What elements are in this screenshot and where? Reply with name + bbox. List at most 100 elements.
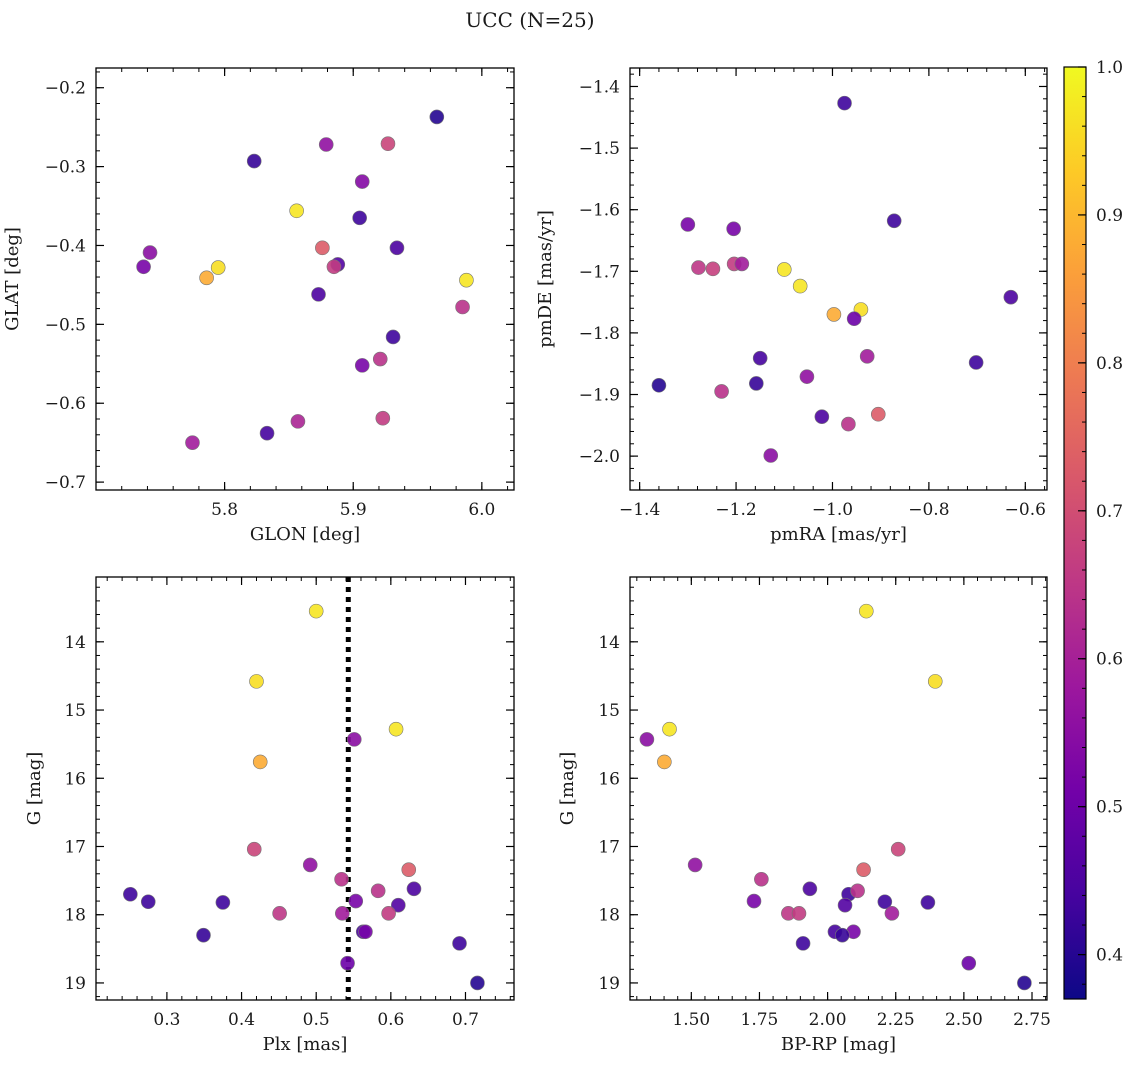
x-tick-label: 0.4: [228, 1010, 255, 1030]
data-point: [651, 377, 667, 393]
data-point: [391, 897, 406, 913]
data-points: [651, 95, 1019, 463]
data-point: [375, 410, 391, 426]
data-point: [961, 955, 977, 971]
x-tick-label: 0.3: [153, 1010, 180, 1030]
data-point: [140, 894, 156, 910]
data-point: [123, 886, 138, 902]
major-ticks: [630, 68, 1047, 490]
data-point: [249, 674, 264, 689]
data-point: [680, 217, 696, 232]
colorbar: 0.4 0.5 0.6 0.7 0.8 0.9 1.0: [1063, 58, 1123, 1000]
data-point: [691, 260, 706, 275]
data-point: [791, 906, 807, 921]
data-point: [246, 153, 262, 169]
minor-ticks: [95, 68, 514, 490]
scatter-panel-4: 1.50 1.75 2.00 2.25 2.50 2.75 14 15 16 17 18 19 BP-R…: [557, 576, 1051, 1055]
colorbar-tick-label: 0.9: [1096, 206, 1123, 226]
data-point: [259, 425, 275, 441]
data-point: [841, 416, 856, 432]
data-point: [639, 732, 655, 747]
data-point: [401, 862, 417, 877]
data-point: [726, 221, 741, 237]
x-tick-label: 2.00: [809, 1010, 847, 1030]
y-tick-label: −1.6: [579, 201, 620, 221]
data-point: [372, 351, 388, 367]
data-point: [776, 262, 792, 277]
y-tick-label: −0.5: [45, 315, 86, 335]
data-point: [752, 350, 768, 366]
data-point: [246, 841, 262, 857]
data-point: [799, 369, 815, 384]
data-point: [714, 384, 729, 399]
data-point: [340, 955, 355, 971]
data-point: [802, 881, 818, 897]
x-tick-label: 0.6: [377, 1010, 404, 1030]
data-point: [215, 895, 231, 910]
data-point: [795, 936, 811, 951]
x-axis-label: pmRA [mas/yr]: [770, 524, 907, 545]
y-tick-label: 14: [64, 633, 86, 653]
data-point: [846, 311, 862, 327]
x-tick-label: −1.4: [619, 500, 660, 520]
data-points: [123, 603, 485, 991]
minor-ticks: [630, 68, 1047, 490]
data-point: [835, 927, 850, 943]
data-point: [385, 329, 401, 345]
y-tick-label: −1.8: [579, 324, 620, 344]
x-tick-label: 5.8: [211, 500, 238, 520]
data-point: [884, 906, 900, 921]
plot-frame: [95, 67, 515, 491]
colorbar-tick-label: 1.0: [1096, 58, 1123, 78]
data-point: [455, 299, 470, 315]
colorbar-tick-label: 0.6: [1096, 650, 1123, 670]
colorbar-tick-label: 0.8: [1096, 354, 1123, 374]
y-tick-label: 19: [64, 974, 86, 994]
y-tick-label: 17: [64, 837, 86, 857]
data-point: [837, 95, 852, 111]
data-point: [370, 883, 386, 899]
data-point: [272, 906, 287, 921]
y-tick-label: −0.2: [45, 79, 86, 99]
data-point: [754, 871, 769, 887]
data-point: [315, 240, 330, 256]
data-point: [388, 721, 404, 737]
x-tick-label: 6.0: [468, 500, 495, 520]
y-tick-label: −1.5: [579, 139, 620, 159]
x-tick-label: 0.7: [452, 1010, 479, 1030]
data-point: [199, 270, 214, 286]
data-point: [348, 893, 364, 909]
data-point: [185, 435, 200, 450]
data-point: [459, 272, 474, 288]
data-point: [886, 213, 902, 229]
data-point: [814, 409, 830, 424]
y-axis-label: GLAT [deg]: [2, 227, 23, 331]
x-tick-label: 2.75: [1013, 1010, 1051, 1030]
y-tick-label: −2.0: [579, 447, 620, 467]
data-point: [326, 259, 342, 275]
data-point: [452, 936, 467, 951]
data-point: [334, 871, 349, 887]
data-point: [406, 881, 422, 897]
data-point: [136, 259, 151, 275]
data-points: [639, 603, 1032, 991]
data-point: [850, 883, 865, 899]
y-tick-label: 18: [64, 906, 86, 926]
y-tick-label: −0.3: [45, 158, 86, 178]
data-point: [311, 287, 326, 302]
data-point: [763, 448, 779, 463]
y-tick-label: 16: [64, 769, 86, 789]
x-tick-label: 2.50: [945, 1010, 983, 1030]
data-point: [858, 603, 874, 619]
x-axis-label: BP-RP [mag]: [781, 1034, 896, 1055]
data-point: [687, 857, 703, 873]
data-point: [210, 260, 226, 275]
data-point: [837, 897, 853, 913]
data-point: [389, 240, 405, 256]
data-point: [470, 975, 485, 991]
data-point: [252, 754, 268, 770]
data-point: [1017, 975, 1032, 991]
data-point: [870, 406, 886, 422]
y-tick-label: −1.7: [579, 262, 620, 282]
data-point: [318, 137, 334, 152]
